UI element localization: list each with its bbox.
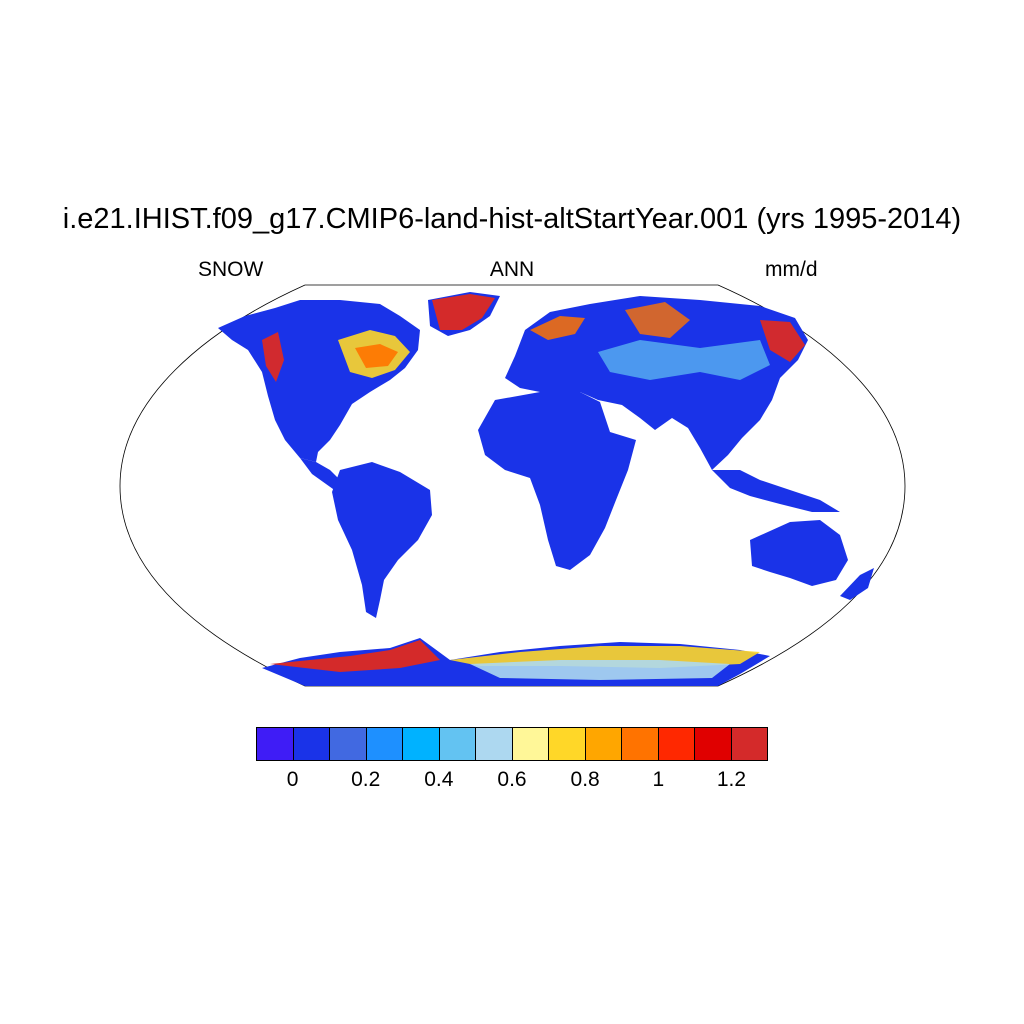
colorbar-box [476, 728, 513, 760]
map-title: i.e21.IHIST.f09_g17.CMIP6-land-hist-altS… [62, 203, 962, 235]
units-label: mm/d [765, 258, 818, 281]
colorbar-box [293, 728, 330, 760]
colorbar-tick-label: 0 [286, 768, 299, 791]
colorbar-box [622, 728, 659, 760]
colorbar-box [439, 728, 476, 760]
colorbar-tick-label: 1 [652, 768, 665, 791]
colorbar-box [403, 728, 440, 760]
colorbar-box [585, 728, 622, 760]
colorbar-tick-label: 0.4 [424, 768, 454, 791]
colorbar-labels: 0 0.2 0.4 0.6 0.8 1 1.2 [256, 768, 768, 794]
colorbar-box [330, 728, 367, 760]
snow-highlights [262, 294, 805, 680]
southeast-asia [712, 470, 840, 512]
eurasia [505, 296, 808, 470]
colorbar-tick-label: 1.2 [716, 768, 747, 791]
new-zealand [840, 568, 874, 600]
australia [750, 520, 848, 586]
colorbar-box [695, 728, 732, 760]
colorbar [256, 727, 768, 761]
colorbar-tick-label: 0.2 [351, 768, 381, 791]
colorbar-box [512, 728, 549, 760]
south-america [332, 462, 432, 618]
africa [478, 392, 636, 570]
colorbar-box [257, 728, 294, 760]
colorbar-tick-label: 0.8 [570, 768, 600, 791]
colorbar-box [549, 728, 586, 760]
variable-label: SNOW [198, 258, 264, 281]
colorbar-box [658, 728, 695, 760]
season-label: ANN [489, 258, 535, 281]
colorbar-box [731, 728, 767, 760]
colorbar-tick-label: 0.6 [497, 768, 527, 791]
colorbar-box [366, 728, 403, 760]
